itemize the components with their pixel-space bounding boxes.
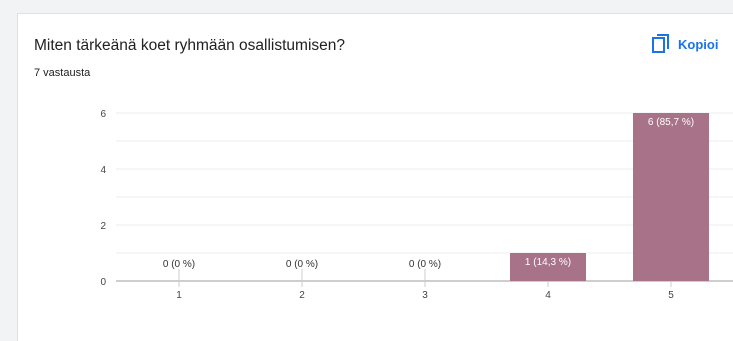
copy-label: Kopioi xyxy=(678,36,719,52)
data-label: 0 (0 %) xyxy=(286,259,318,270)
y-tick-label: 4 xyxy=(100,165,106,176)
response-count: 7 vastausta xyxy=(34,67,91,79)
copy-button[interactable]: Kopioi xyxy=(652,34,718,54)
y-tick-label: 6 xyxy=(100,109,106,120)
data-label: 0 (0 %) xyxy=(163,259,195,270)
y-tick-label: 2 xyxy=(100,221,106,232)
bar xyxy=(633,113,709,281)
bar-chart: 0 2 4 6 1 0 (0 %) 2 0 (0 %) 3 0 (0 %) 4 1 (14,3 %) 5… xyxy=(100,109,733,301)
x-tick-label: 3 xyxy=(422,290,428,301)
x-tick-label: 1 xyxy=(176,290,182,301)
bar xyxy=(510,253,586,281)
data-label: 1 (14,3 %) xyxy=(525,257,571,268)
question-title: Miten tärkeänä koet ryhmään osallistumis… xyxy=(34,37,346,54)
x-tick-label: 2 xyxy=(299,290,305,301)
data-label: 6 (85,7 %) xyxy=(648,117,694,128)
y-tick-label: 0 xyxy=(100,277,106,288)
data-label: 0 (0 %) xyxy=(409,259,441,270)
copy-icon xyxy=(652,34,669,53)
x-tick-label: 5 xyxy=(668,290,674,301)
results-card: Miten tärkeänä koet ryhmään osallistumis… xyxy=(17,13,733,341)
x-tick-label: 4 xyxy=(545,290,551,301)
